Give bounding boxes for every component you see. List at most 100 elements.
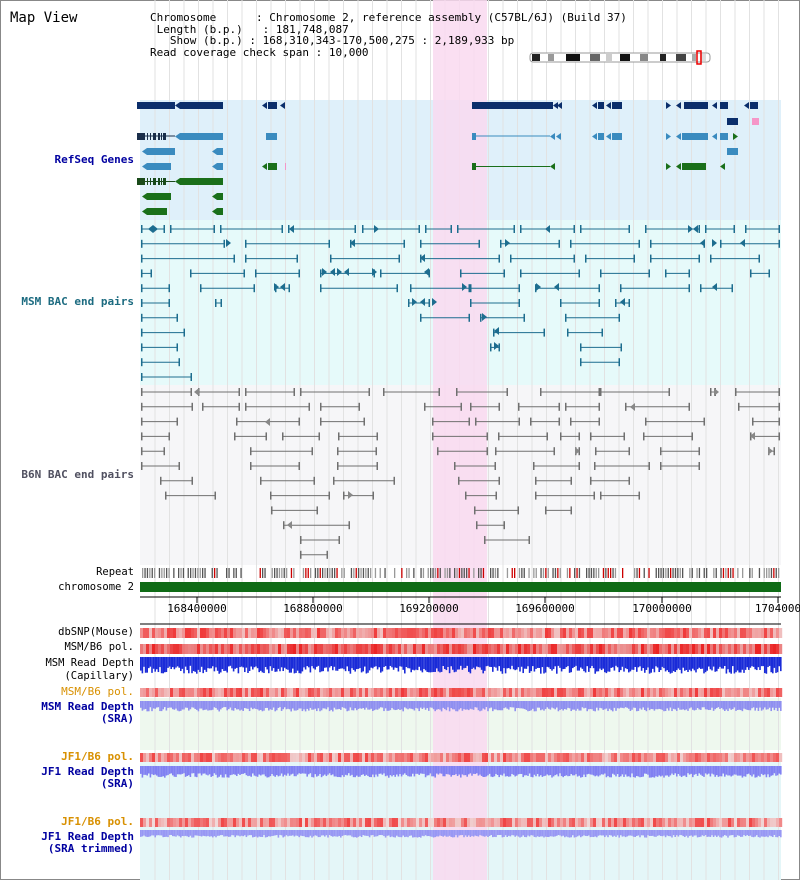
depth-bar (450, 701, 452, 709)
depth-bar (332, 701, 334, 712)
depth-bar (445, 701, 448, 711)
depth-bar (743, 701, 745, 709)
heat-cell (509, 688, 513, 697)
depth-bar (488, 830, 491, 836)
depth-bar (517, 766, 520, 775)
bac-end (620, 343, 622, 352)
msm-read-depth-capillary (140, 657, 782, 674)
heat-cell (206, 818, 210, 827)
heat-cell (215, 753, 219, 762)
heat-cell (545, 644, 549, 654)
depth-bar (492, 701, 494, 712)
depth-bar (519, 701, 521, 709)
heat-cell (686, 644, 690, 654)
depth-bar (741, 701, 744, 712)
depth-bar (346, 701, 348, 712)
heat-cell (470, 753, 474, 762)
heat-cell (470, 688, 474, 697)
depth-bar (282, 701, 284, 710)
depth-bar (271, 701, 273, 710)
repeat-element (413, 568, 415, 578)
depth-bar (220, 701, 222, 710)
depth-bar (767, 766, 769, 775)
depth-bar (592, 766, 595, 776)
depth-bar (234, 830, 236, 838)
heat-cell (536, 818, 540, 827)
depth-bar (535, 830, 537, 838)
heat-cell (449, 644, 453, 654)
bac-end (535, 284, 537, 293)
depth-bar (586, 657, 588, 667)
depth-bar (775, 830, 777, 838)
heat-cell (386, 628, 390, 638)
depth-bar (140, 701, 142, 708)
heat-cell (779, 644, 783, 654)
bac-end (688, 269, 690, 278)
msm-bac-end-pairs-label[interactable]: MSM BAC end pairs (21, 295, 134, 308)
depth-bar (388, 830, 390, 836)
depth-bar (154, 766, 156, 775)
heat-cell (203, 753, 207, 762)
depth-bar (143, 701, 145, 710)
heat-cell (290, 644, 294, 654)
depth-bar (733, 657, 736, 674)
heat-cell (170, 753, 174, 762)
heat-cell (437, 753, 441, 762)
bac-end (745, 225, 747, 233)
bac-end (141, 254, 143, 263)
bac-end (578, 269, 580, 278)
repeat-element (763, 568, 765, 578)
heat-cell (158, 628, 162, 638)
heat-cell (443, 628, 447, 638)
depth-bar (744, 701, 747, 710)
heat-cell (398, 753, 402, 762)
depth-bar (760, 830, 763, 837)
repeat-element (420, 568, 422, 578)
depth-bar (576, 657, 579, 671)
heat-cell (320, 628, 324, 638)
heat-cell (581, 644, 585, 654)
b6n-bac-end-pairs-label[interactable]: B6N BAC end pairs (21, 468, 134, 481)
depth-bar (746, 701, 748, 710)
depth-bar (325, 766, 328, 777)
heat-cell (551, 644, 555, 654)
refseq-genes-label[interactable]: RefSeq Genes (54, 153, 134, 166)
heat-cell (461, 818, 465, 827)
depth-bar (418, 657, 420, 667)
heat-cell (455, 818, 459, 827)
heat-cell (155, 644, 159, 654)
depth-bar (738, 830, 740, 836)
dbsnp-heat (140, 628, 783, 638)
heat-cell (416, 818, 420, 827)
bac-end (326, 550, 328, 559)
depth-bar (210, 701, 212, 711)
depth-bar (608, 657, 611, 672)
repeat-element (670, 568, 672, 578)
depth-bar (530, 701, 532, 711)
heat-cell (743, 753, 747, 762)
depth-bar (183, 830, 185, 837)
depth-bar (450, 766, 452, 777)
depth-bar (716, 701, 718, 709)
depth-bar (255, 701, 257, 709)
heat-cell (701, 628, 705, 638)
chromosome-bar (140, 582, 781, 592)
heat-cell (452, 818, 456, 827)
heat-cell (614, 753, 618, 762)
heat-cell (755, 753, 759, 762)
depth-bar (573, 766, 576, 776)
heat-cell (143, 753, 147, 762)
depth-bar (584, 830, 587, 836)
depth-bar (516, 766, 518, 776)
repeat-element (314, 568, 317, 578)
depth-bar (437, 701, 440, 710)
depth-bar (637, 766, 640, 777)
bac-end (362, 225, 364, 233)
heat-cell (443, 753, 447, 762)
depth-bar (732, 830, 734, 836)
depth-bar (711, 701, 713, 708)
heat-cell (554, 644, 558, 654)
heat-cell (428, 688, 432, 697)
depth-bar (440, 766, 443, 774)
